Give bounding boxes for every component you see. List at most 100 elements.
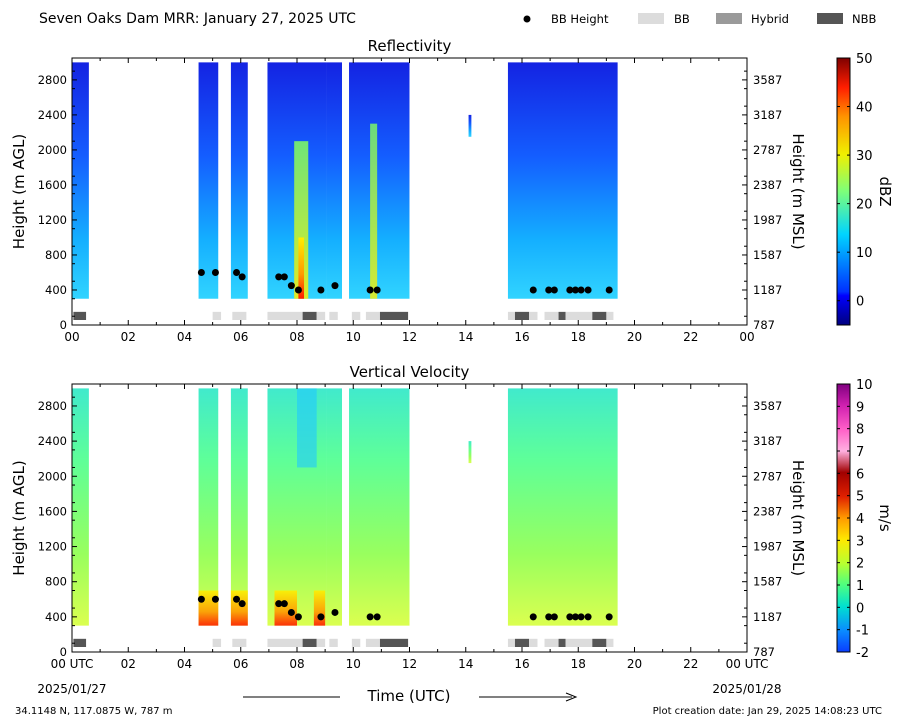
bb-class-segment [592, 638, 607, 647]
echo-column [72, 62, 89, 299]
echo-column [507, 388, 618, 626]
y-right-tick-label: 1987 [753, 540, 782, 554]
x-tick-label: 02 [121, 330, 136, 344]
y-right-tick-label: 1587 [753, 575, 782, 589]
echo-column [468, 441, 472, 464]
echo-column [468, 114, 472, 137]
colorbar-label: dBZ [876, 176, 894, 206]
figure-title: Seven Oaks Dam MRR: January 27, 2025 UTC [39, 11, 356, 27]
y-tick-label: 400 [45, 610, 67, 624]
legend-bb-swatch [638, 13, 664, 24]
bb-height-point [233, 595, 241, 603]
legend-label: BB Height [551, 12, 609, 26]
y-right-tick-label: 1987 [753, 213, 782, 227]
y-right-tick-label: 2387 [753, 178, 782, 192]
legend-bb-height-marker [523, 15, 531, 23]
echo-core [230, 590, 248, 626]
x-tick-label: 14 [458, 330, 473, 344]
y-tick-label: 400 [45, 283, 67, 297]
x-tick-label: 02 [121, 657, 136, 671]
bb-class-segment [351, 311, 361, 320]
bb-height-point [197, 268, 205, 276]
echo-region [72, 388, 618, 626]
y-tick-label: 1600 [38, 504, 67, 518]
bb-class-segment [529, 638, 538, 647]
bb-height-point [571, 286, 579, 294]
colorbar-tick-label: -2 [856, 646, 869, 661]
x-tick-label: 22 [683, 657, 698, 671]
bb-height-point [238, 600, 246, 608]
bb-height-point [238, 273, 246, 281]
bb-height-point [294, 613, 302, 621]
bb-height-point [331, 282, 339, 290]
colorbar-tick-label: 9 [856, 400, 864, 415]
bb-height-point [571, 613, 579, 621]
bb-height-point [605, 286, 613, 294]
bb-height-point [287, 608, 295, 616]
echo-core [198, 590, 219, 626]
y-right-tick-label: 2787 [753, 143, 782, 157]
bb-class-segment [606, 638, 614, 647]
colorbar-tick-label: 7 [856, 445, 864, 460]
vertical-velocity-panel: Vertical Velocity04008001200160020002400… [10, 363, 894, 671]
y-right-tick-label: 1587 [753, 248, 782, 262]
y-tick-label: 1600 [38, 178, 67, 192]
x-tick-label: 00 UTC [726, 657, 769, 671]
bb-class-segment [351, 638, 361, 647]
bb-height-point [373, 613, 381, 621]
bb-class-segment [329, 311, 338, 320]
echo-column [72, 388, 89, 626]
colorbar-tick-label: 30 [856, 149, 873, 164]
bb-height-point [211, 268, 219, 276]
bb-height-point [317, 613, 325, 621]
colorbar-tick-label: 4 [856, 512, 864, 527]
bb-class-segment [212, 311, 222, 320]
bb-height-point [366, 286, 374, 294]
bb-classification-strip [73, 638, 614, 647]
station-location: 34.1148 N, 117.0875 W, 787 m [15, 706, 173, 717]
bb-height-point [529, 613, 537, 621]
y-right-axis-label: Height (m MSL) [789, 133, 807, 249]
y-tick-label: 2800 [38, 399, 67, 413]
echo-column [230, 62, 248, 299]
panel-title: Vertical Velocity [350, 363, 470, 381]
reflectivity-panel: Reflectivity0400800120016002000240028007… [10, 37, 894, 344]
y-right-tick-label: 1187 [753, 283, 782, 297]
x-tick-label: 16 [514, 330, 529, 344]
y-tick-label: 1200 [38, 540, 67, 554]
start-date-label: 2025/01/27 [37, 682, 106, 696]
end-date-label: 2025/01/28 [712, 682, 781, 696]
echo-core [370, 123, 378, 299]
bb-height-point [317, 286, 325, 294]
bb-class-segment [329, 638, 338, 647]
y-tick-label: 0 [60, 318, 67, 332]
bb-class-segment [544, 638, 559, 647]
y-right-tick-label: 2787 [753, 469, 782, 483]
colorbar-tick-label: 6 [856, 467, 864, 482]
echo-column [507, 62, 618, 299]
colorbar-tick-label: 3 [856, 534, 864, 549]
bb-height-point [275, 600, 283, 608]
echo-core [297, 388, 317, 468]
bb-height-point [366, 613, 374, 621]
echo-column [349, 388, 410, 626]
bb-class-segment [267, 638, 303, 647]
bb-height-point [545, 613, 553, 621]
x-axis-label: Time (UTC) [367, 687, 451, 705]
y-right-tick-label: 2387 [753, 504, 782, 518]
x-tick-label: 06 [233, 330, 248, 344]
bb-class-segment [558, 638, 566, 647]
bb-class-segment [529, 311, 538, 320]
y-axis-label: Height (m AGL) [10, 134, 28, 249]
legend-label: NBB [852, 12, 876, 26]
colorbar-tick-label: 50 [856, 52, 873, 67]
bb-class-segment [379, 311, 409, 320]
plot-creation-date: Plot creation date: Jan 29, 2025 14:08:2… [653, 706, 882, 717]
bb-class-segment [73, 638, 87, 647]
y-tick-label: 0 [60, 645, 67, 659]
bb-class-segment [232, 311, 247, 320]
y-tick-label: 2000 [38, 469, 67, 483]
bb-height-point [197, 595, 205, 603]
colorbar-tick-label: -1 [856, 624, 869, 639]
